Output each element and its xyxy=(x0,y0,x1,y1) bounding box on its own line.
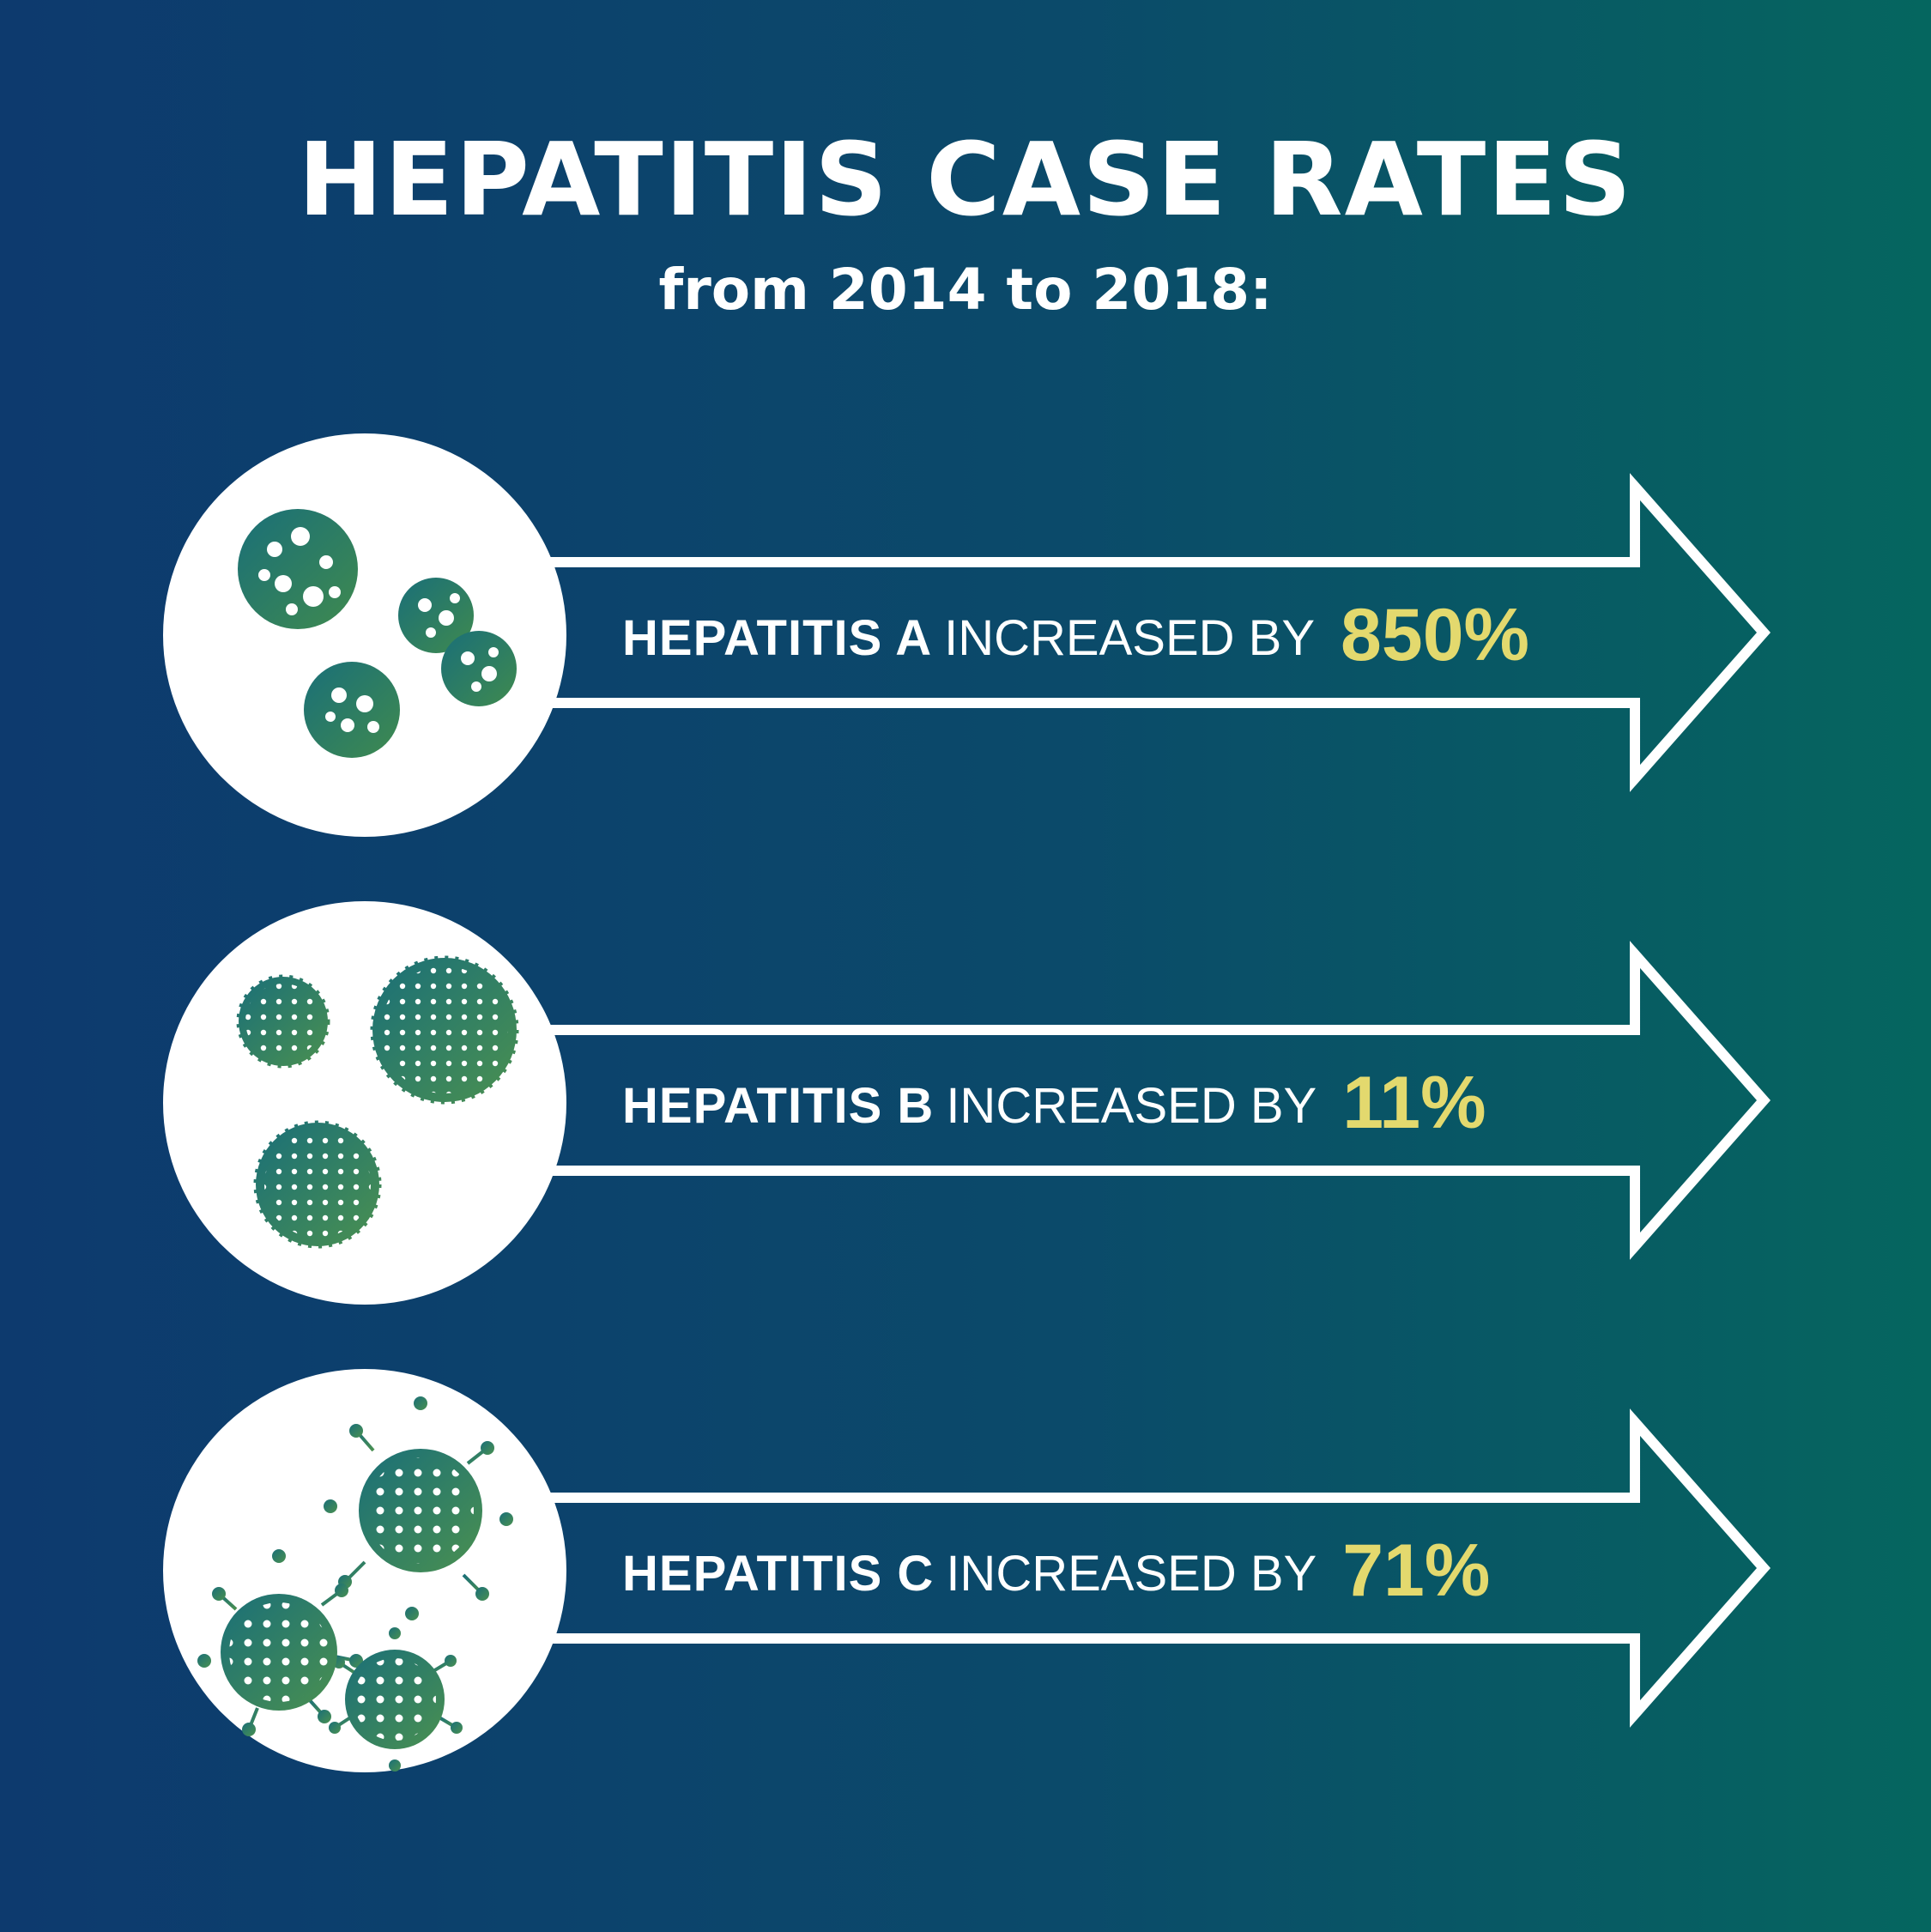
hepatitis-b-virus-icon xyxy=(236,955,519,1249)
disease-name: HEPATITIS B xyxy=(622,1078,935,1134)
arrow-shape xyxy=(510,1408,1771,1728)
hepatitis-a-label: HEPATITIS A INCREASED BY 850% xyxy=(622,592,1529,678)
page-subtitle: from 2014 to 2018: xyxy=(658,257,1273,323)
increase-text: INCREASED BY xyxy=(946,1078,1317,1134)
increase-text: INCREASED BY xyxy=(946,1546,1317,1602)
increase-percent: 850% xyxy=(1341,594,1530,676)
hepatitis-c-virus-icon xyxy=(197,1396,513,1772)
arrow-shape xyxy=(510,473,1771,792)
disease-name: HEPATITIS C xyxy=(622,1546,935,1602)
hepatitis-b-row: HEPATITIS B INCREASED BY 11% xyxy=(0,901,1931,1305)
disease-name: HEPATITIS A xyxy=(622,610,933,666)
hepatitis-a-row: HEPATITIS A INCREASED BY 850% xyxy=(0,433,1931,837)
hepatitis-c-label: HEPATITIS C INCREASED BY 71% xyxy=(622,1528,1490,1614)
increase-text: INCREASED BY xyxy=(944,610,1316,666)
hepatitis-a-virus-icon xyxy=(238,509,517,758)
arrow-shape xyxy=(510,941,1771,1260)
increase-percent: 11% xyxy=(1342,1062,1486,1144)
virus-circle xyxy=(163,433,566,837)
virus-circle xyxy=(163,1369,566,1772)
hepatitis-c-row: HEPATITIS C INCREASED BY 71% xyxy=(0,1369,1931,1772)
page-title: HEPATITIS CASE RATES xyxy=(298,120,1633,239)
increase-percent: 71% xyxy=(1342,1529,1491,1612)
virus-circle xyxy=(163,901,566,1305)
hepatitis-b-label: HEPATITIS B INCREASED BY 11% xyxy=(622,1060,1486,1146)
